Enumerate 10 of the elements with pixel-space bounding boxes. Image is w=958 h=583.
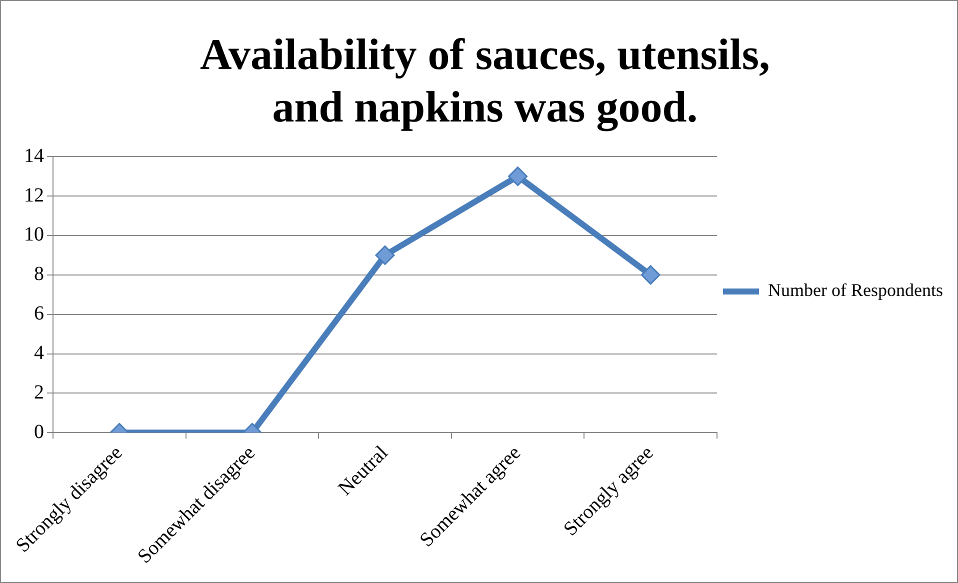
chart-title: Availability of sauces, utensils, and napkins was good. [200, 30, 770, 132]
y-tick-label: 2 [34, 381, 44, 404]
y-tick-label: 4 [34, 342, 44, 364]
y-tick-label: 14 [24, 144, 44, 167]
y-tick-label: 12 [24, 184, 44, 206]
y-tick-label: 8 [34, 263, 44, 286]
y-tick-label: 0 [34, 420, 44, 443]
legend-label: Number of Respondents [768, 280, 943, 300]
y-tick-label: 6 [34, 302, 44, 325]
y-tick-label: 10 [24, 224, 44, 246]
